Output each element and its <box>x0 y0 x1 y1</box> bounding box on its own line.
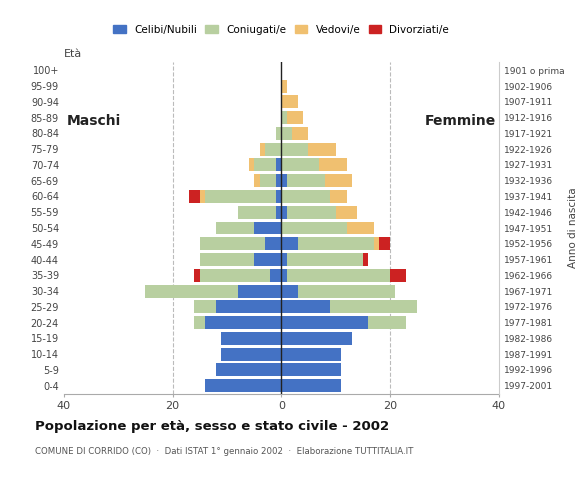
Bar <box>281 332 352 345</box>
Bar <box>205 190 276 203</box>
Bar <box>281 222 347 234</box>
Bar <box>238 285 281 298</box>
Bar <box>287 269 390 282</box>
Bar <box>281 96 298 108</box>
Bar <box>249 158 254 171</box>
Bar <box>287 111 303 124</box>
Bar <box>336 206 357 219</box>
Bar <box>276 158 281 171</box>
Bar <box>325 174 352 187</box>
Bar <box>254 158 276 171</box>
Bar <box>216 300 281 313</box>
Legend: Celibi/Nubili, Coniugati/e, Vedovi/e, Divorziati/e: Celibi/Nubili, Coniugati/e, Vedovi/e, Di… <box>114 24 449 35</box>
Bar <box>265 143 281 156</box>
Bar <box>205 379 281 392</box>
Bar <box>260 174 276 187</box>
Text: Maschi: Maschi <box>67 114 121 128</box>
Bar <box>276 127 281 140</box>
Bar <box>276 174 281 187</box>
Bar <box>281 127 292 140</box>
Bar <box>238 206 276 219</box>
Bar <box>276 190 281 203</box>
Bar <box>347 222 374 234</box>
Bar <box>281 253 287 266</box>
Bar <box>330 300 417 313</box>
Bar <box>281 190 330 203</box>
Bar <box>287 253 363 266</box>
Bar <box>281 285 298 298</box>
Bar <box>222 332 281 345</box>
Bar <box>281 143 309 156</box>
Bar <box>254 253 281 266</box>
Bar <box>205 316 281 329</box>
Text: Età: Età <box>64 49 82 59</box>
Bar <box>368 316 407 329</box>
Bar <box>287 206 336 219</box>
Bar <box>287 174 325 187</box>
Bar <box>276 206 281 219</box>
Bar <box>200 253 254 266</box>
Bar <box>309 143 336 156</box>
Bar <box>298 285 396 298</box>
Bar <box>254 174 260 187</box>
Bar <box>194 316 205 329</box>
Bar <box>320 158 347 171</box>
Bar <box>189 190 200 203</box>
Bar <box>260 143 265 156</box>
Bar <box>200 269 270 282</box>
Bar <box>281 237 298 250</box>
Bar <box>222 348 281 360</box>
Bar <box>374 237 379 250</box>
Bar <box>281 174 287 187</box>
Bar <box>379 237 390 250</box>
Bar <box>265 237 281 250</box>
Bar <box>281 80 287 93</box>
Bar <box>281 158 320 171</box>
Bar <box>363 253 368 266</box>
Bar <box>200 190 205 203</box>
Bar <box>281 379 341 392</box>
Bar <box>194 269 200 282</box>
Bar <box>146 285 238 298</box>
Text: Popolazione per età, sesso e stato civile - 2002: Popolazione per età, sesso e stato civil… <box>35 420 389 432</box>
Text: Femmine: Femmine <box>425 114 496 128</box>
Bar <box>216 222 254 234</box>
Bar <box>292 127 309 140</box>
Bar <box>254 222 281 234</box>
Bar <box>281 316 368 329</box>
Bar <box>281 206 287 219</box>
Bar <box>298 237 374 250</box>
Bar <box>281 300 330 313</box>
Bar <box>281 111 287 124</box>
Bar <box>281 269 287 282</box>
Bar <box>200 237 265 250</box>
Bar <box>330 190 347 203</box>
Text: COMUNE DI CORRIDO (CO)  ·  Dati ISTAT 1° gennaio 2002  ·  Elaborazione TUTTITALI: COMUNE DI CORRIDO (CO) · Dati ISTAT 1° g… <box>35 446 413 456</box>
Bar <box>194 300 216 313</box>
Y-axis label: Anno di nascita: Anno di nascita <box>568 188 578 268</box>
Bar <box>270 269 281 282</box>
Bar <box>390 269 407 282</box>
Bar <box>216 363 281 376</box>
Bar <box>281 363 341 376</box>
Bar <box>281 348 341 360</box>
